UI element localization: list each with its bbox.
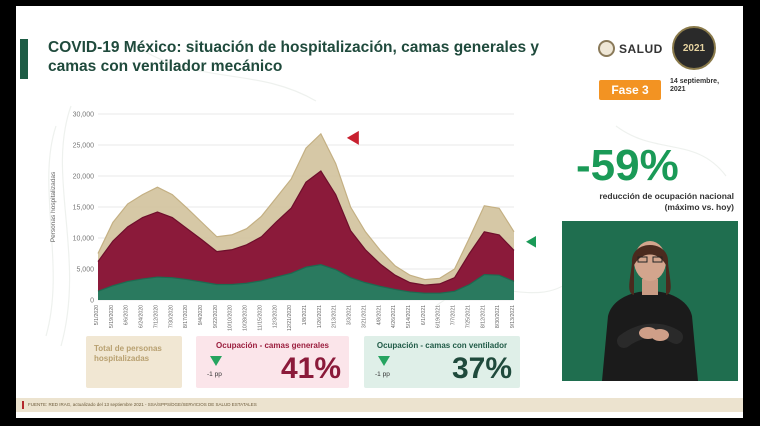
- x-tick-label: 6/6/2020: [124, 305, 130, 325]
- x-tick-label: 10/28/2020: [243, 305, 249, 331]
- x-tick-label: 6/24/2020: [139, 305, 145, 328]
- x-tick-label: 1/26/2021: [317, 305, 323, 328]
- current-marker-icon: [526, 235, 536, 248]
- y-tick-label: 30,000: [73, 112, 95, 119]
- reduction-description: reducción de ocupación nacional (máximo …: [599, 191, 734, 212]
- x-tick-label: 5/14/2021: [406, 305, 412, 328]
- card-ventilator-value: 37%: [451, 352, 512, 385]
- series-area-1: [98, 171, 514, 300]
- y-tick-label: 5,000: [76, 267, 94, 274]
- card-ventilator-change: -1 pp: [375, 371, 390, 378]
- series-line-2: [97, 264, 515, 294]
- card-ventilator-title: Ocupación - camas con ventilador: [376, 341, 508, 350]
- y-tick-label: 25,000: [73, 143, 95, 150]
- series-line-1: [97, 170, 515, 286]
- anio-2021-logo: 2021: [672, 26, 716, 70]
- x-tick-label: 1/8/2021: [302, 305, 308, 325]
- x-tick-label: 6/19/2021: [436, 305, 442, 328]
- anio-logo-text: 2021: [682, 42, 706, 54]
- y-tick-label: 20,000: [73, 174, 95, 181]
- card-general-title: Ocupación - camas generales: [216, 341, 329, 350]
- salud-logo: SALUD: [598, 40, 663, 57]
- series-line-0: [97, 132, 515, 281]
- salud-seal-icon: [598, 40, 615, 57]
- x-tick-label: 4/8/2021: [376, 305, 382, 325]
- card-total-label: Total de personas hospitalizadas: [94, 344, 162, 363]
- card-general-beds: Ocupación - camas generales -1 pp 41%: [196, 336, 349, 388]
- footer-accent: [22, 401, 24, 409]
- x-tick-label: 5/1/2020: [94, 305, 100, 325]
- card-general-value: 41%: [280, 352, 341, 385]
- x-tick-label: 9/13/2021: [510, 305, 516, 328]
- x-tick-label: 8/17/2020: [183, 305, 189, 328]
- x-tick-label: 3/21/2021: [361, 305, 367, 328]
- slide: COVID-19 México: situación de hospitaliz…: [16, 6, 743, 418]
- x-tick-label: 12/21/2020: [287, 305, 293, 331]
- x-tick-label: 6/1/2021: [421, 305, 427, 325]
- interpreter-figure: [562, 221, 738, 381]
- series-area-2: [98, 264, 514, 300]
- date-label: 14 septiembre, 2021: [670, 78, 720, 93]
- x-tick-label: 2/13/2021: [332, 305, 338, 328]
- x-tick-label: 7/12/2020: [153, 305, 159, 328]
- peak-marker-icon: [346, 130, 359, 145]
- salud-logo-text: SALUD: [619, 41, 663, 56]
- x-tick-label: 12/3/2020: [272, 305, 278, 328]
- x-tick-label: 9/4/2020: [198, 305, 204, 325]
- x-tick-label: 9/22/2020: [213, 305, 219, 328]
- y-tick-label: 15,000: [73, 205, 95, 212]
- reduction-percentage: -59%: [576, 141, 679, 190]
- y-tick-label: 10,000: [73, 236, 95, 243]
- hospitalization-chart: Personas hospitalizadas 0 5,000 10,000 15,0…: [50, 112, 536, 331]
- x-tick-label: 3/3/2021: [347, 305, 353, 325]
- card-ventilator-beds: Ocupación - camas con ventilador -1 pp 3…: [364, 336, 520, 388]
- page-title: COVID-19 México: situación de hospitaliz…: [48, 39, 539, 75]
- down-arrow-icon: [210, 356, 222, 366]
- title-accent-bar: [20, 39, 28, 79]
- y-tick-label: 0: [90, 298, 94, 305]
- x-tick-label: 8/12/2021: [480, 305, 486, 328]
- sign-language-interpreter-video: [562, 221, 738, 381]
- x-tick-label: 7/25/2021: [465, 305, 471, 328]
- x-tick-label: 11/15/2020: [257, 305, 263, 331]
- x-tick-label: 7/30/2020: [168, 305, 174, 328]
- card-total-hospitalized: Total de personas hospitalizadas: [86, 336, 182, 388]
- down-arrow-icon: [378, 356, 390, 366]
- x-tick-label: 10/10/2020: [228, 305, 234, 331]
- x-tick-label: 8/30/2021: [495, 305, 501, 328]
- x-tick-label: 7/7/2021: [451, 305, 457, 325]
- x-tick-label: 4/26/2021: [391, 305, 397, 328]
- card-general-change: -1 pp: [207, 371, 222, 378]
- phase-badge: Fase 3: [599, 80, 661, 100]
- footer-bar: FUENTE: RED IRAG, actualizado del 13 sep…: [16, 398, 743, 412]
- footer-source: FUENTE: RED IRAG, actualizado del 13 sep…: [28, 402, 257, 407]
- x-tick-label: 5/19/2020: [109, 305, 115, 328]
- y-axis-label: Personas hospitalizadas: [50, 171, 57, 242]
